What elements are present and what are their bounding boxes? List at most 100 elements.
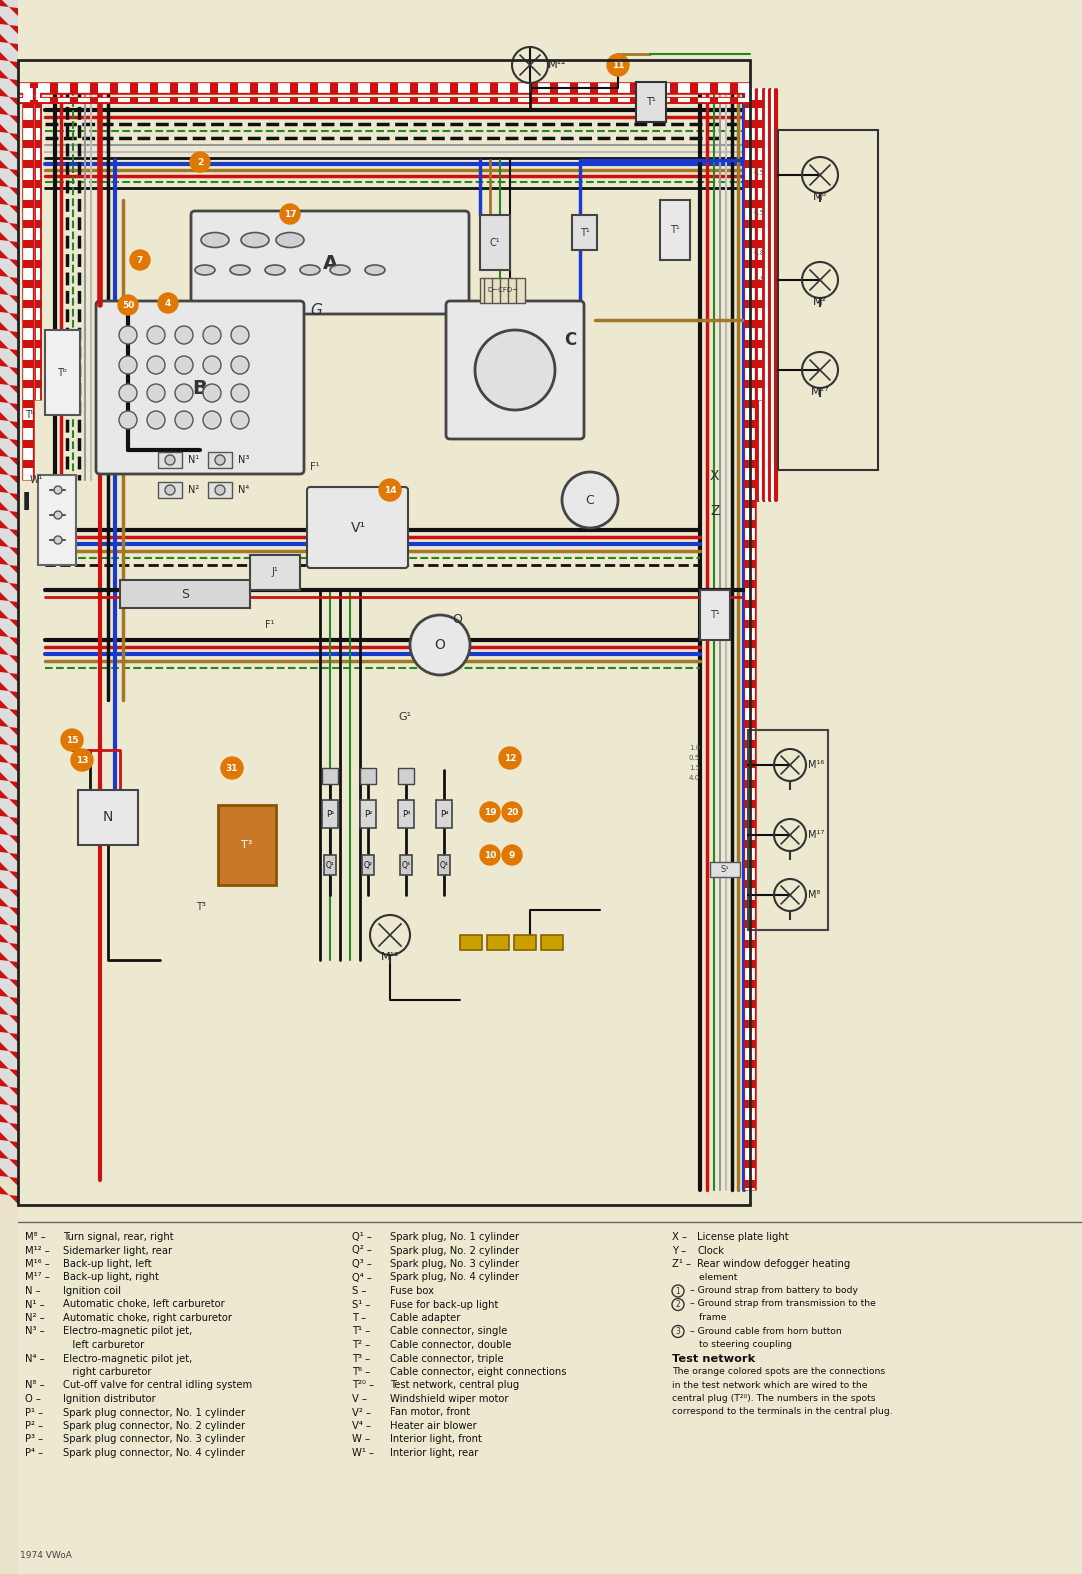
Text: P²: P²: [364, 809, 372, 818]
Text: Back-up light, left: Back-up light, left: [63, 1259, 151, 1269]
Text: Ignition distributor: Ignition distributor: [63, 1395, 156, 1404]
Circle shape: [119, 411, 137, 430]
Bar: [18, 1221, 1082, 1574]
Text: W –: W –: [352, 1434, 370, 1445]
Polygon shape: [0, 357, 18, 376]
Circle shape: [230, 384, 249, 401]
Text: V¹: V¹: [351, 521, 366, 535]
Bar: [660, 200, 690, 260]
Text: 20: 20: [505, 807, 518, 817]
Text: O –: O –: [25, 1395, 41, 1404]
Polygon shape: [0, 286, 18, 304]
Text: 1.5: 1.5: [689, 765, 700, 771]
Text: Ignition coil: Ignition coil: [63, 1286, 121, 1295]
Text: N³: N³: [238, 455, 249, 464]
Text: T³: T³: [196, 902, 206, 911]
Circle shape: [175, 326, 193, 345]
Circle shape: [230, 326, 249, 345]
Text: Test network, central plug: Test network, central plug: [390, 1380, 519, 1390]
Text: D−CFD−: D−CFD−: [488, 286, 518, 293]
Text: T² –: T² –: [352, 1339, 370, 1350]
Text: 4: 4: [164, 299, 171, 307]
Polygon shape: [0, 483, 18, 502]
Ellipse shape: [300, 264, 320, 275]
Ellipse shape: [230, 264, 250, 275]
Text: Q¹: Q¹: [326, 861, 334, 869]
Text: 1: 1: [675, 1286, 681, 1295]
Circle shape: [175, 384, 193, 401]
Polygon shape: [0, 1059, 18, 1078]
Circle shape: [54, 486, 62, 494]
Polygon shape: [0, 718, 18, 737]
Text: P¹: P¹: [326, 809, 334, 818]
Text: M¹² –: M¹² –: [25, 1245, 50, 1256]
Text: 0.5: 0.5: [754, 209, 765, 216]
Text: V –: V –: [352, 1395, 367, 1404]
Text: Spark plug, No. 2 cylinder: Spark plug, No. 2 cylinder: [390, 1245, 519, 1256]
Text: Q³ –: Q³ –: [352, 1259, 372, 1269]
Bar: [120, 579, 250, 608]
Text: T²⁰ –: T²⁰ –: [352, 1380, 374, 1390]
Circle shape: [147, 411, 164, 430]
Bar: [78, 790, 138, 845]
FancyBboxPatch shape: [446, 301, 584, 439]
Circle shape: [215, 455, 225, 464]
Text: 2: 2: [675, 1300, 681, 1310]
Text: G: G: [311, 304, 321, 318]
Text: 0.8: 0.8: [754, 250, 765, 257]
Polygon shape: [0, 592, 18, 611]
Circle shape: [119, 384, 137, 401]
Text: P³: P³: [401, 809, 410, 818]
Text: Q²: Q²: [364, 861, 372, 869]
Circle shape: [480, 845, 500, 866]
Text: Windshield wiper motor: Windshield wiper motor: [390, 1395, 509, 1404]
Text: 1.0: 1.0: [689, 745, 700, 751]
Text: Spark plug connector, No. 1 cylinder: Spark plug connector, No. 1 cylinder: [63, 1407, 246, 1418]
Polygon shape: [0, 161, 18, 178]
Text: central plug (T²⁰). The numbers in the spots: central plug (T²⁰). The numbers in the s…: [672, 1395, 875, 1402]
Bar: [710, 863, 740, 877]
Polygon shape: [0, 105, 18, 124]
Text: Q⁴ –: Q⁴ –: [352, 1272, 372, 1283]
Text: G¹: G¹: [398, 711, 411, 722]
Text: 0.5: 0.5: [754, 170, 765, 176]
Bar: [514, 935, 536, 951]
Bar: [460, 935, 481, 951]
Text: S¹: S¹: [721, 864, 729, 874]
Circle shape: [164, 455, 175, 464]
Polygon shape: [0, 304, 18, 323]
Text: M¹⁷ –: M¹⁷ –: [25, 1272, 50, 1283]
Text: 11: 11: [611, 60, 624, 69]
Circle shape: [71, 749, 93, 771]
Polygon shape: [0, 807, 18, 826]
Bar: [158, 452, 182, 467]
Bar: [38, 475, 76, 565]
Circle shape: [119, 326, 137, 345]
Text: M⁸ –: M⁸ –: [25, 1232, 45, 1242]
Text: Cable connector, triple: Cable connector, triple: [390, 1354, 503, 1363]
Text: N⁴: N⁴: [238, 485, 249, 494]
FancyBboxPatch shape: [96, 301, 304, 474]
Polygon shape: [0, 449, 18, 466]
Circle shape: [147, 384, 164, 401]
Text: Cable connector, eight connections: Cable connector, eight connections: [390, 1366, 567, 1377]
Text: N¹ –: N¹ –: [25, 1300, 44, 1310]
Text: F¹: F¹: [311, 463, 319, 472]
Text: 50: 50: [122, 301, 134, 310]
Text: The orange colored spots are the connections: The orange colored spots are the connect…: [672, 1366, 885, 1376]
Polygon shape: [0, 1132, 18, 1151]
Bar: [541, 935, 563, 951]
Text: M¹²: M¹²: [381, 952, 399, 962]
Text: 12: 12: [504, 754, 516, 762]
Text: N¹: N¹: [188, 455, 199, 464]
Ellipse shape: [241, 233, 269, 247]
Polygon shape: [0, 178, 18, 197]
Text: Cable adapter: Cable adapter: [390, 1313, 460, 1324]
Text: 2: 2: [197, 157, 203, 167]
Ellipse shape: [330, 264, 349, 275]
Text: Electro-magnetic pilot jet,: Electro-magnetic pilot jet,: [63, 1354, 193, 1363]
Text: C: C: [585, 494, 594, 507]
Polygon shape: [0, 826, 18, 844]
Text: W¹ –: W¹ –: [352, 1448, 374, 1458]
Polygon shape: [0, 1042, 18, 1059]
